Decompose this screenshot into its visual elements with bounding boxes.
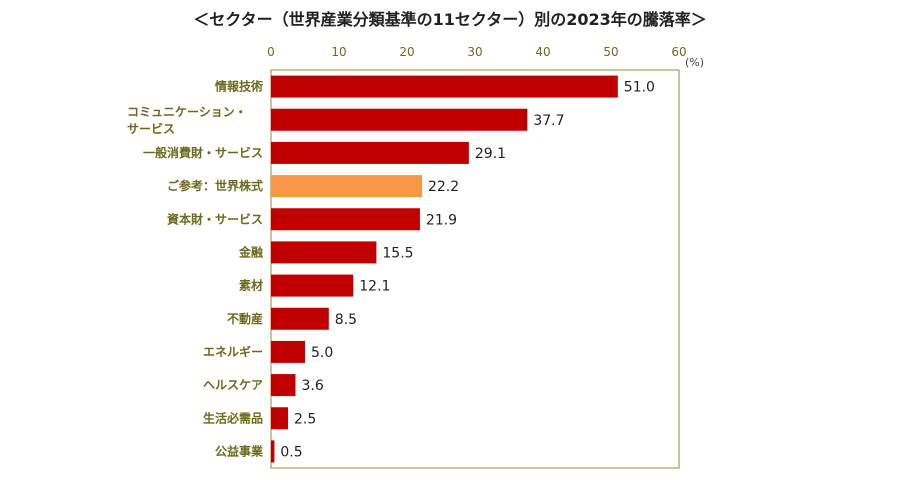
data-label: 37.7 <box>533 113 564 129</box>
x-tick-label: 50 <box>603 45 618 59</box>
category-label-line: サービス <box>127 121 175 136</box>
bar <box>271 241 377 264</box>
bar <box>271 374 296 397</box>
x-tick-label: 0 <box>267 45 275 59</box>
bar <box>271 440 275 463</box>
x-tick-label: 10 <box>331 45 346 59</box>
category-label: コミュニケーション・サービス <box>127 105 247 136</box>
category-label: 資本財・サービス <box>167 211 263 226</box>
bar <box>271 407 288 430</box>
x-tick-label: 30 <box>467 45 482 59</box>
bar <box>271 108 528 131</box>
bar <box>271 340 305 363</box>
data-label: 2.5 <box>294 411 316 427</box>
data-label: 15.5 <box>382 245 413 261</box>
data-label: 12.1 <box>359 279 390 295</box>
bar <box>271 208 420 231</box>
category-label: ヘルスケア <box>203 378 263 392</box>
data-label: 22.2 <box>428 179 459 195</box>
category-label: 一般消費財・サービス <box>143 145 263 160</box>
data-label: 21.9 <box>426 212 457 228</box>
data-label: 8.5 <box>335 312 357 328</box>
bar <box>271 75 618 98</box>
x-tick-label: 60 <box>671 45 686 59</box>
category-label: 不動産 <box>227 311 263 326</box>
category-label: 金融 <box>238 244 263 259</box>
category-label: 生活必需品 <box>203 410 263 425</box>
category-label: 情報技術 <box>215 79 263 94</box>
category-label: 素材 <box>239 278 263 293</box>
bar <box>271 175 422 198</box>
category-label-line: コミュニケーション・ <box>127 105 247 119</box>
unit-label: (%) <box>685 56 704 69</box>
data-label: 3.6 <box>301 378 323 394</box>
x-tick-label: 40 <box>535 45 550 59</box>
category-label: ご参考：世界株式 <box>167 178 263 193</box>
bar <box>271 141 469 164</box>
chart-title: ＜セクター（世界産業分類基準の11セクター）別の2023年の騰落率＞ <box>193 10 707 29</box>
data-label: 29.1 <box>475 146 506 162</box>
bar <box>271 307 329 330</box>
category-label: 公益事業 <box>215 443 264 458</box>
x-tick-label: 20 <box>399 45 414 59</box>
data-label: 51.0 <box>624 80 655 96</box>
plot-area-frame <box>270 69 680 469</box>
bar <box>271 274 354 297</box>
category-label: エネルギー <box>203 344 263 359</box>
data-label: 0.5 <box>280 444 302 460</box>
data-label: 5.0 <box>311 345 333 361</box>
